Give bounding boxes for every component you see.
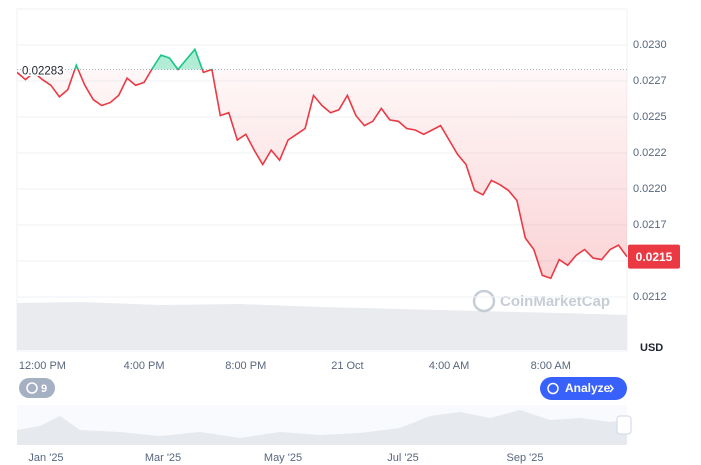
y-tick-label: 0.0230	[633, 39, 667, 51]
badge-count: 9	[41, 383, 47, 395]
history-badge[interactable]: 9	[19, 378, 55, 398]
area-down	[17, 69, 627, 279]
x-tick-label: 21 Oct	[331, 360, 363, 372]
navigator-label: Jul '25	[387, 452, 418, 464]
x-tick-label: 8:00 PM	[225, 360, 266, 372]
reference-label: 0.02283	[22, 66, 64, 78]
navigator-handle[interactable]	[616, 415, 632, 435]
last-price-label: 0.0215	[636, 250, 673, 264]
navigator-label: Jan '25	[28, 452, 63, 464]
last-price-box	[628, 244, 680, 269]
x-tick-label: 4:00 AM	[429, 360, 469, 372]
navigator-label: Mar '25	[145, 452, 181, 464]
area-up	[17, 49, 627, 70]
x-tick-label: 4:00 PM	[124, 360, 165, 372]
y-tick-label: 0.0222	[633, 147, 667, 159]
volume-area	[17, 302, 627, 350]
x-tick-label: 8:00 AM	[531, 360, 571, 372]
y-tick-label: 0.0217	[633, 219, 667, 231]
x-tick-label: 12:00 PM	[19, 360, 66, 372]
y-tick-label: 0.0227	[633, 75, 667, 87]
watermark-text: CoinMarketCap	[500, 293, 610, 310]
watermark: CoinMarketCap	[472, 289, 610, 313]
navigator-label: May '25	[264, 452, 302, 464]
y-tick-label: 0.0220	[633, 183, 667, 195]
navigator	[17, 405, 632, 445]
currency-label: USD	[640, 342, 663, 354]
y-tick-label: 0.0212	[633, 291, 667, 303]
price-line-down	[17, 69, 627, 280]
analyze-button[interactable]: Analyze	[540, 377, 627, 400]
y-tick-label: 0.0225	[633, 111, 667, 123]
navigator-label: Sep '25	[507, 452, 544, 464]
analyze-text: Analyze	[565, 381, 611, 395]
